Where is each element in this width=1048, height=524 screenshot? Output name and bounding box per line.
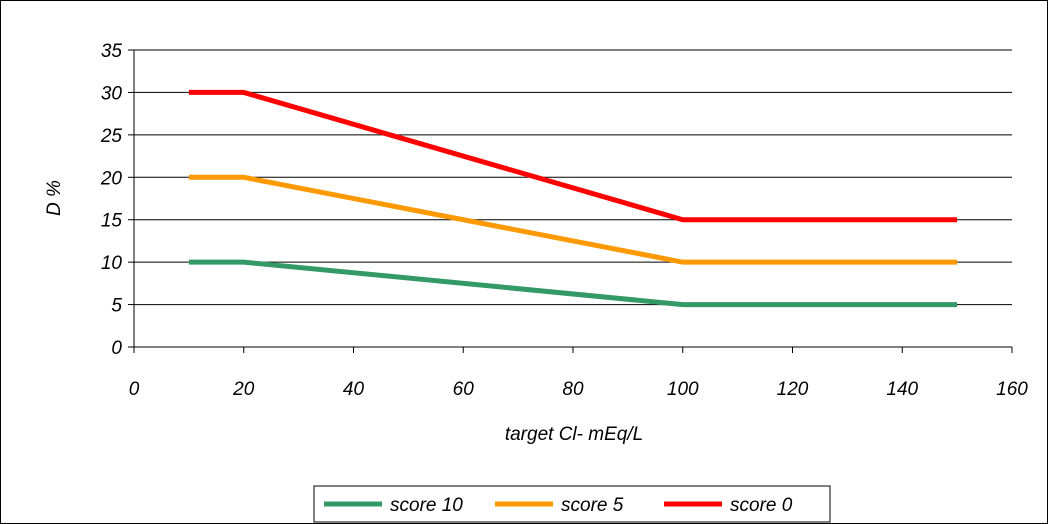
x-tick-label-40: 40 — [343, 379, 365, 400]
x-tick-label-140: 140 — [886, 379, 918, 400]
series-line-score-0 — [188, 89, 958, 223]
x-tick-label-0: 0 — [129, 379, 140, 400]
y-tick-label-5: 5 — [111, 296, 122, 317]
legend-label-score-0: score 0 — [730, 495, 793, 516]
series-lines — [188, 89, 958, 308]
series-line-score-10 — [188, 259, 958, 308]
tick-labels: 0 5 10 15 20 25 30 35 0 20 40 60 80 100 120 140 160 — [100, 41, 1028, 400]
y-tick-label-35: 35 — [101, 41, 123, 62]
y-axis-title: D % — [44, 180, 65, 216]
x-tick-label-80: 80 — [562, 379, 584, 400]
y-tick-label-20: 20 — [100, 168, 123, 189]
y-tick-label-25: 25 — [100, 126, 123, 147]
legend: score 10 score 5 score 0 — [313, 485, 831, 523]
legend-box — [313, 485, 831, 523]
x-axis-title: target Cl- mEq/L — [505, 424, 643, 445]
x-tick-label-100: 100 — [667, 379, 699, 400]
x-tick-label-160: 160 — [996, 379, 1028, 400]
x-tick-label-20: 20 — [232, 379, 255, 400]
legend-label-score-10: score 10 — [390, 495, 463, 516]
x-tick-label-60: 60 — [453, 379, 475, 400]
y-tick-label-10: 10 — [101, 253, 123, 274]
y-tick-label-15: 15 — [101, 211, 123, 232]
x-tick-label-120: 120 — [777, 379, 809, 400]
axes — [128, 49, 1013, 353]
y-tick-label-0: 0 — [111, 338, 122, 359]
y-tick-label-30: 30 — [101, 83, 123, 104]
legend-label-score-5: score 5 — [561, 495, 624, 516]
series-line-score-5 — [188, 174, 958, 265]
